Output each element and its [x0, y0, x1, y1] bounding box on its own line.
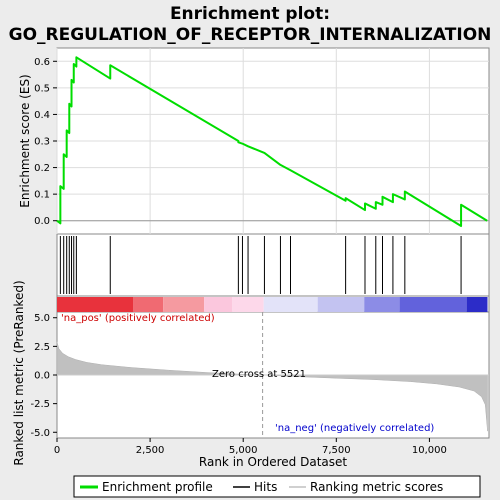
color-band: [204, 297, 233, 312]
x-tick-label: 10,000: [412, 445, 447, 456]
color-band: [263, 297, 318, 312]
legend-box: [73, 475, 481, 498]
y-axis-label-es: Enrichment score (ES): [18, 74, 32, 207]
es-curve-group: [56, 56, 489, 228]
zero-cross-label: Zero cross at 5521: [212, 369, 306, 380]
color-band: [133, 297, 164, 312]
x-tick-label: 0: [54, 445, 60, 456]
color-band: [466, 297, 488, 312]
metric-area: [56, 312, 489, 438]
color-band: [57, 297, 134, 312]
color-band: [163, 297, 205, 312]
es-tick-label: 0.6: [34, 57, 50, 68]
hit-markers: [59, 236, 462, 294]
x-tick-label: 5,000: [229, 445, 258, 456]
es-tick-label: 0.3: [34, 137, 50, 148]
metric-tick-label: 2.5: [34, 342, 50, 353]
color-band: [232, 297, 264, 312]
metric-tick-label: -2.5: [30, 399, 50, 410]
y-axis-label-metric: Ranked list metric (PreRanked): [12, 280, 26, 465]
metric-tick-label: -5.0: [30, 428, 50, 439]
es-tick-label: 0.2: [34, 163, 50, 174]
negative-correlation-label: 'na_neg' (negatively correlated): [275, 423, 434, 434]
es-tick-label: 0.5: [34, 83, 50, 94]
positive-correlation-label: 'na_pos' (positively correlated): [61, 313, 215, 324]
chart-title-line2: GO_REGULATION_OF_RECEPTOR_INTERNALIZATIO…: [9, 25, 492, 45]
es-tick-label: 0.1: [34, 190, 50, 201]
legend-hits-label: Hits: [254, 480, 277, 494]
legend: Enrichment profile Hits Ranking metric s…: [73, 475, 481, 498]
es-tick-label: 0.0: [34, 216, 50, 227]
x-tick-label: 7,500: [322, 445, 351, 456]
color-band: [364, 297, 400, 312]
x-tick-label: 2,500: [136, 445, 165, 456]
es-tick-label: 0.4: [34, 110, 50, 121]
x-axis-label: Rank in Ordered Dataset: [199, 455, 347, 469]
color-bar: [57, 297, 488, 312]
metric-tick-label: 5.0: [34, 313, 50, 324]
color-band: [317, 297, 365, 312]
chart-title-line1: Enrichment plot:: [170, 4, 330, 24]
axes: 0.0 0.1 0.2 0.3 0.4 0.5 0.6 5.0 2.5 0.0 -2.5 -5.0 0 2…: [30, 57, 446, 456]
color-band: [399, 297, 467, 312]
legend-metric-label: Ranking metric scores: [310, 480, 443, 494]
legend-es-label: Enrichment profile: [102, 480, 213, 494]
es-curve: [56, 56, 488, 228]
hits-panel: [56, 233, 490, 297]
metric-tick-label: 0.0: [34, 371, 50, 382]
